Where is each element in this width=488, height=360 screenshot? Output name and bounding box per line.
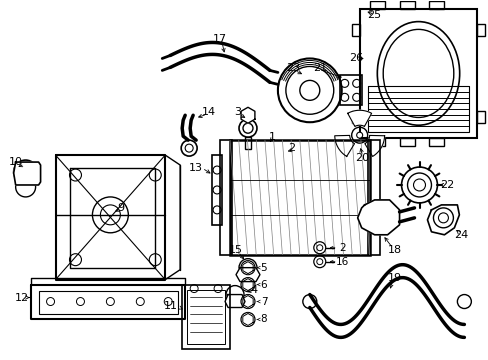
Bar — [212, 155, 222, 225]
Bar — [339, 75, 361, 105]
Bar — [229, 140, 369, 255]
Text: 10: 10 — [9, 157, 22, 167]
Bar — [399, 1, 414, 9]
Polygon shape — [427, 205, 458, 235]
Text: 1: 1 — [268, 132, 275, 142]
Text: 21: 21 — [312, 63, 326, 73]
Polygon shape — [243, 279, 253, 291]
Text: 2: 2 — [288, 143, 295, 153]
Bar — [476, 24, 484, 36]
Text: 26: 26 — [349, 54, 363, 63]
Bar — [220, 140, 232, 255]
Polygon shape — [364, 135, 384, 157]
Text: 24: 24 — [453, 230, 468, 240]
Bar — [369, 1, 384, 9]
Bar — [399, 138, 414, 146]
Bar — [351, 111, 359, 123]
Text: 16: 16 — [335, 257, 348, 267]
Text: 18: 18 — [386, 245, 401, 255]
Polygon shape — [357, 200, 399, 235]
Text: 5: 5 — [260, 263, 267, 273]
Text: 25: 25 — [367, 10, 381, 20]
Bar — [476, 111, 484, 123]
Bar — [359, 9, 476, 138]
Bar — [187, 289, 224, 345]
Polygon shape — [243, 314, 253, 325]
Text: 22: 22 — [439, 180, 454, 190]
Text: 17: 17 — [213, 33, 226, 44]
Bar — [244, 137, 250, 149]
Polygon shape — [334, 135, 354, 157]
Text: 15: 15 — [228, 245, 243, 255]
Text: 7: 7 — [260, 297, 267, 306]
Polygon shape — [14, 162, 41, 185]
Text: 11: 11 — [164, 301, 178, 311]
Text: 8: 8 — [260, 314, 267, 324]
Text: 13: 13 — [189, 163, 203, 173]
Polygon shape — [243, 296, 253, 307]
Bar — [367, 86, 468, 132]
Polygon shape — [236, 268, 260, 282]
Bar — [428, 1, 444, 9]
Circle shape — [356, 132, 362, 138]
Polygon shape — [224, 294, 244, 307]
Bar — [369, 138, 384, 146]
Text: 14: 14 — [202, 107, 216, 117]
Text: 9: 9 — [117, 203, 123, 213]
Bar — [351, 24, 359, 36]
Bar — [182, 285, 229, 349]
Text: 23: 23 — [285, 63, 299, 73]
Text: 2: 2 — [339, 243, 346, 253]
Bar — [39, 291, 178, 315]
Text: 19: 19 — [386, 273, 401, 283]
Polygon shape — [243, 262, 253, 274]
Text: 3: 3 — [234, 107, 241, 117]
Text: 4: 4 — [250, 284, 257, 294]
Polygon shape — [241, 107, 254, 123]
Text: 6: 6 — [260, 280, 267, 289]
Bar — [367, 140, 379, 255]
Circle shape — [413, 179, 425, 191]
Polygon shape — [347, 110, 371, 126]
Text: 12: 12 — [15, 293, 29, 302]
Bar — [428, 138, 444, 146]
Text: 20: 20 — [355, 153, 369, 163]
